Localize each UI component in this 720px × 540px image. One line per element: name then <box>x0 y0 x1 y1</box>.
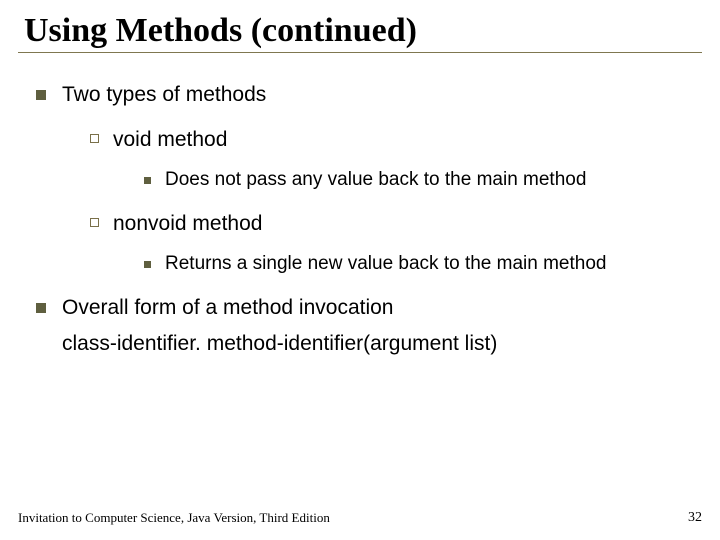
bullet-text: Returns a single new value back to the m… <box>165 252 606 277</box>
sub-group-nonvoid: nonvoid method Returns a single new valu… <box>90 210 692 276</box>
slide-footer: Invitation to Computer Science, Java Ver… <box>18 510 702 526</box>
bullet-void-detail: Does not pass any value back to the main… <box>144 168 692 193</box>
hollow-square-icon <box>90 134 99 143</box>
footer-citation: Invitation to Computer Science, Java Ver… <box>18 510 330 526</box>
bullet-text: Overall form of a method invocation <box>62 294 394 321</box>
page-number: 32 <box>688 510 702 526</box>
bullet-text: void method <box>113 126 227 153</box>
square-bullet-icon <box>36 303 46 313</box>
method-invocation-form: class-identifier. method-identifier(argu… <box>62 332 692 356</box>
square-bullet-icon <box>36 90 46 100</box>
bullet-two-types: Two types of methods <box>36 81 692 108</box>
small-square-icon <box>144 261 151 268</box>
bullet-overall-form: Overall form of a method invocation <box>36 294 692 321</box>
bullet-nonvoid-method: nonvoid method <box>90 210 692 237</box>
bullet-nonvoid-detail: Returns a single new value back to the m… <box>144 252 692 277</box>
hollow-square-icon <box>90 218 99 227</box>
bullet-void-method: void method <box>90 126 692 153</box>
sub-group-void: void method Does not pass any value back… <box>90 126 692 192</box>
bullet-text: Two types of methods <box>62 81 266 108</box>
bullet-text: Does not pass any value back to the main… <box>165 168 586 193</box>
bullet-text: nonvoid method <box>113 210 262 237</box>
small-square-icon <box>144 177 151 184</box>
slide-content: Two types of methods void method Does no… <box>18 81 702 356</box>
slide-title: Using Methods (continued) <box>18 12 702 50</box>
title-underline: Using Methods (continued) <box>18 12 702 53</box>
